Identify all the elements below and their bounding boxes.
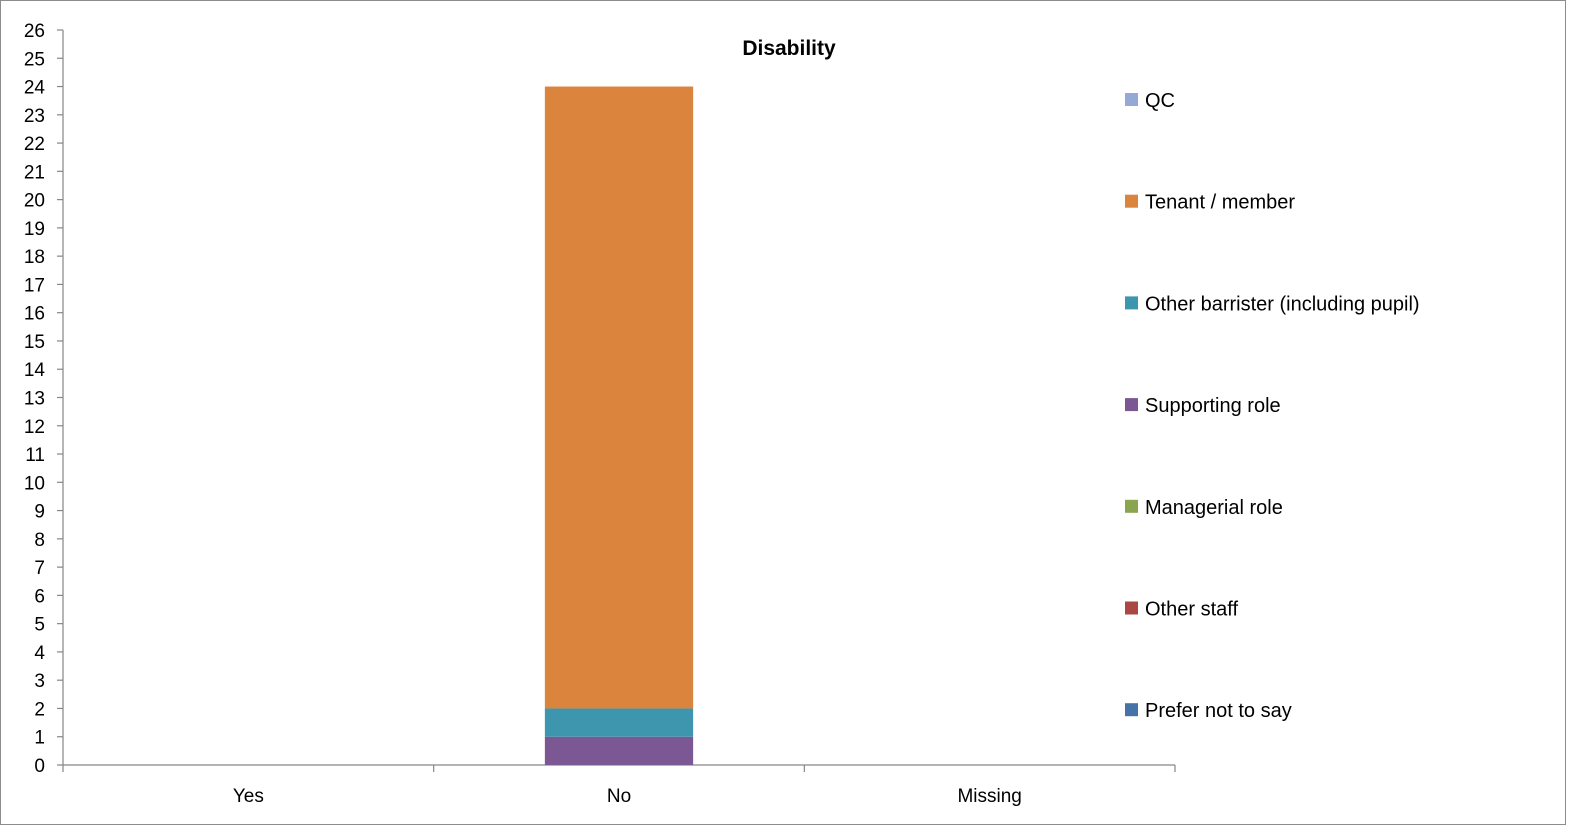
bar-segment [544, 736, 694, 765]
y-tick-label: 5 [34, 615, 45, 636]
x-axis: Yes No Missing [62, 764, 1176, 807]
y-tick-label: 13 [24, 389, 45, 410]
y-tick-label: 7 [34, 558, 45, 579]
y-tick-label: 19 [24, 219, 45, 240]
y-tick-label: 21 [24, 162, 45, 183]
legend-label: Managerial role [1145, 497, 1283, 519]
y-tick-label: 16 [24, 304, 45, 325]
legend-swatch [1125, 398, 1138, 412]
y-tick-label: 2 [34, 699, 45, 720]
y-tick-label: 24 [24, 78, 46, 99]
y-tick-label: 23 [24, 106, 45, 127]
chart-title: Disability [742, 37, 836, 60]
y-tick-label: 26 [24, 21, 45, 42]
y-tick-label: 4 [34, 643, 45, 664]
y-axis: 0123456789101112131415161718192021222324… [24, 21, 64, 777]
y-tick-label: 15 [24, 332, 45, 353]
y-tick-label: 17 [24, 275, 45, 296]
bar-segment [544, 86, 694, 709]
legend-label: Other barrister (including pupil) [1145, 293, 1420, 315]
y-tick-label: 8 [34, 530, 45, 551]
y-tick-label: 11 [25, 445, 45, 466]
legend-swatch [1125, 703, 1138, 717]
y-tick-label: 12 [24, 417, 45, 438]
y-tick-label: 10 [24, 473, 45, 494]
legend-label: Prefer not to say [1145, 700, 1292, 722]
y-tick-label: 18 [24, 247, 45, 268]
bars [544, 86, 694, 765]
legend-swatch [1125, 194, 1138, 208]
legend-label: Other staff [1145, 599, 1238, 621]
y-tick-label: 20 [24, 191, 45, 212]
x-category-label: Missing [957, 786, 1021, 807]
legend-swatch [1125, 296, 1138, 310]
y-tick-label: 0 [34, 756, 45, 777]
legend-label: Supporting role [1145, 395, 1281, 417]
y-tick-label: 1 [34, 728, 45, 749]
legend-label: QC [1145, 90, 1175, 112]
bar-segment [544, 708, 694, 737]
y-tick-label: 6 [34, 586, 45, 607]
legend-swatch [1125, 93, 1138, 106]
y-tick-label: 9 [34, 502, 45, 523]
y-tick-label: 14 [24, 360, 46, 381]
legend-label: Tenant / member [1145, 192, 1295, 214]
legend-swatch [1125, 601, 1138, 615]
y-tick-label: 3 [34, 671, 45, 692]
y-tick-label: 25 [24, 49, 45, 70]
legend-swatch [1125, 499, 1138, 513]
y-tick-label: 22 [24, 134, 45, 155]
x-category-label: No [607, 786, 631, 807]
x-category-label: Yes [233, 786, 264, 807]
legend: QC Tenant / member Other barrister (includ… [1125, 90, 1420, 722]
